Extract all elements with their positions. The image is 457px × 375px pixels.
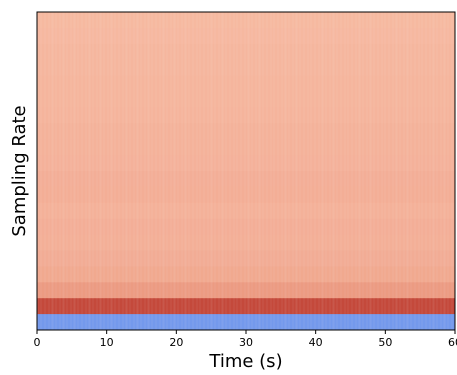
heatmap-row <box>37 202 455 220</box>
heatmap-row <box>37 282 455 299</box>
x-tick-label: 60 <box>448 336 457 349</box>
heatmap-row <box>37 107 455 124</box>
heatmap-row <box>37 186 455 204</box>
x-tick-label: 20 <box>169 336 183 349</box>
heatmap-row <box>37 123 455 140</box>
x-tick-label: 50 <box>378 336 392 349</box>
x-tick-label: 30 <box>239 336 253 349</box>
heatmap-row <box>37 266 455 283</box>
heatmap-row <box>37 59 455 77</box>
heatmap-row <box>37 91 455 108</box>
heatmap-row <box>37 314 455 331</box>
heatmap-row <box>37 250 455 267</box>
heatmap-row <box>37 139 455 156</box>
x-tick-label: 0 <box>34 336 41 349</box>
heatmap-row <box>37 171 455 188</box>
heatmap-row <box>37 298 455 315</box>
x-axis-label: Time (s) <box>208 351 282 372</box>
heatmap-row <box>37 155 455 172</box>
heatmap-row <box>37 218 455 236</box>
heatmap-row <box>37 27 455 45</box>
x-tick-label: 40 <box>309 336 323 349</box>
heatmap-row <box>37 234 455 251</box>
heatmap-row <box>37 43 455 61</box>
heatmap-row <box>37 75 455 92</box>
heatmap-row <box>37 12 455 29</box>
x-tick-label: 10 <box>100 336 114 349</box>
y-axis-label: Sampling Rate <box>9 105 30 236</box>
